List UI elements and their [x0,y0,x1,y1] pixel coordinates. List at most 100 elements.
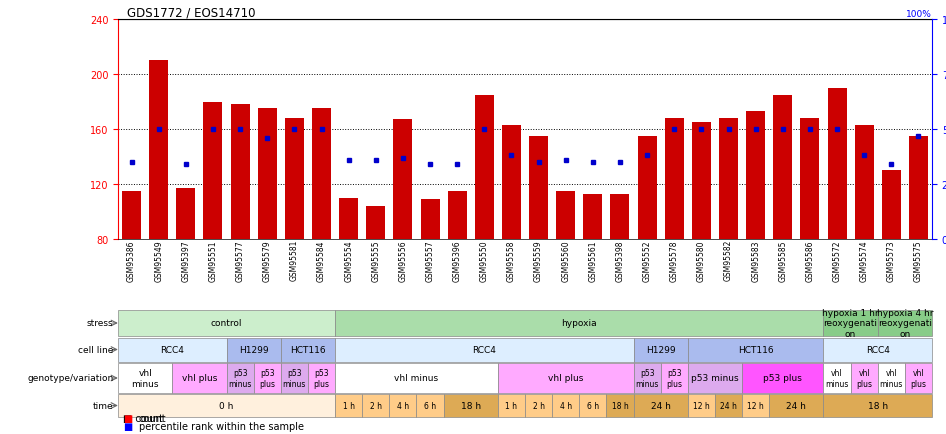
Text: p53
minus: p53 minus [228,368,252,388]
Bar [688,338,823,362]
Text: H1299: H1299 [646,345,675,354]
Bar [312,109,331,240]
Text: 18 h: 18 h [612,401,628,410]
Bar [688,395,715,417]
Text: ■ count: ■ count [123,413,163,423]
Text: 2 h: 2 h [533,401,545,410]
Text: GSM95550: GSM95550 [480,240,489,281]
Bar [394,120,412,240]
Text: 6 h: 6 h [587,401,599,410]
Bar [610,194,629,240]
Text: HCT116: HCT116 [738,345,774,354]
Text: 4 h: 4 h [560,401,571,410]
Text: 0 h: 0 h [219,401,234,410]
Text: vhl
minus: vhl minus [825,368,849,388]
Text: H1299: H1299 [238,345,269,354]
Text: GSM95398: GSM95398 [616,240,624,281]
Text: GSM95560: GSM95560 [561,240,570,281]
Text: hypoxia 1 hr
reoxygenati
on: hypoxia 1 hr reoxygenati on [822,309,879,338]
Text: GDS1772 / EOS14710: GDS1772 / EOS14710 [128,7,256,20]
Text: 12 h: 12 h [747,401,764,410]
Bar [556,191,575,240]
Bar [579,395,606,417]
Bar [390,395,416,417]
Text: 4 h: 4 h [396,401,409,410]
Text: GSM95556: GSM95556 [398,240,408,281]
Bar [800,119,819,240]
Bar [823,310,878,337]
Text: ■: ■ [123,421,132,431]
Bar [905,363,932,394]
Text: vhl
plus: vhl plus [910,368,926,388]
Text: GSM95581: GSM95581 [289,240,299,281]
Text: RCC4: RCC4 [866,345,889,354]
Text: genotype/variation: genotype/variation [27,374,114,383]
Bar [878,310,932,337]
Bar [634,395,688,417]
Bar [366,207,385,240]
Text: p53
minus: p53 minus [283,368,307,388]
Bar [149,61,168,240]
Text: GSM95577: GSM95577 [236,240,245,281]
Text: GSM95582: GSM95582 [724,240,733,281]
Text: GSM95559: GSM95559 [534,240,543,281]
Bar [746,112,765,240]
Bar [634,363,660,394]
Bar [203,102,222,240]
Text: GSM95561: GSM95561 [588,240,597,281]
Text: ■: ■ [123,413,132,423]
Bar [416,395,444,417]
Bar [529,137,548,240]
Text: p53 plus: p53 plus [763,374,802,383]
Text: vhl
minus: vhl minus [880,368,903,388]
Text: GSM95586: GSM95586 [805,240,815,281]
Text: GSM95579: GSM95579 [263,240,272,281]
Text: p53
plus: p53 plus [259,368,275,388]
Text: p53
minus: p53 minus [636,368,658,388]
Text: 2 h: 2 h [370,401,382,410]
Bar [362,395,390,417]
Bar [281,363,308,394]
Bar [226,363,254,394]
Text: GSM95551: GSM95551 [208,240,218,281]
Bar [502,125,521,240]
Bar [525,395,552,417]
Bar [231,105,250,240]
Text: GSM95585: GSM95585 [779,240,787,281]
Text: count: count [139,413,166,423]
Bar [882,171,901,240]
Text: vhl plus: vhl plus [182,374,217,383]
Text: cell line: cell line [78,345,114,354]
Bar [118,310,335,337]
Text: GSM95555: GSM95555 [371,240,380,281]
Bar [335,310,823,337]
Text: GSM95386: GSM95386 [127,240,136,281]
Text: control: control [211,319,242,328]
Text: 24 h: 24 h [651,401,671,410]
Bar [335,363,498,394]
Text: 100%: 100% [906,10,932,19]
Text: vhl plus: vhl plus [548,374,584,383]
Bar [118,338,226,362]
Text: GSM95552: GSM95552 [642,240,652,281]
Bar [854,125,874,240]
Bar [475,95,494,240]
Bar [742,363,823,394]
Bar [665,119,684,240]
Text: vhl minus: vhl minus [394,374,439,383]
Text: 18 h: 18 h [867,401,887,410]
Text: GSM95572: GSM95572 [832,240,842,281]
Bar [769,395,823,417]
Bar [638,137,657,240]
Bar [878,363,905,394]
Bar [447,191,466,240]
Text: GSM95396: GSM95396 [453,240,462,281]
Text: GSM95584: GSM95584 [317,240,326,281]
Text: HCT116: HCT116 [290,345,325,354]
Bar [335,338,634,362]
Bar [285,119,304,240]
Bar [850,363,878,394]
Text: time: time [93,401,114,410]
Text: percentile rank within the sample: percentile rank within the sample [139,421,304,431]
Bar [719,119,738,240]
